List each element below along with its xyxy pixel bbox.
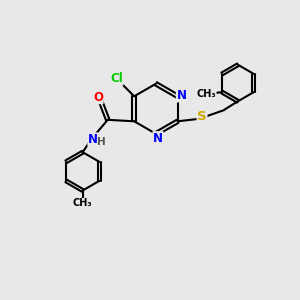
- Text: O: O: [93, 91, 103, 103]
- Text: N: N: [176, 89, 186, 102]
- Text: N: N: [88, 133, 98, 146]
- Text: CH₃: CH₃: [73, 198, 92, 208]
- Text: CH₃: CH₃: [196, 88, 216, 99]
- Text: Cl: Cl: [110, 72, 123, 85]
- Text: N: N: [153, 132, 163, 145]
- Text: S: S: [197, 110, 207, 123]
- Text: H: H: [98, 137, 106, 148]
